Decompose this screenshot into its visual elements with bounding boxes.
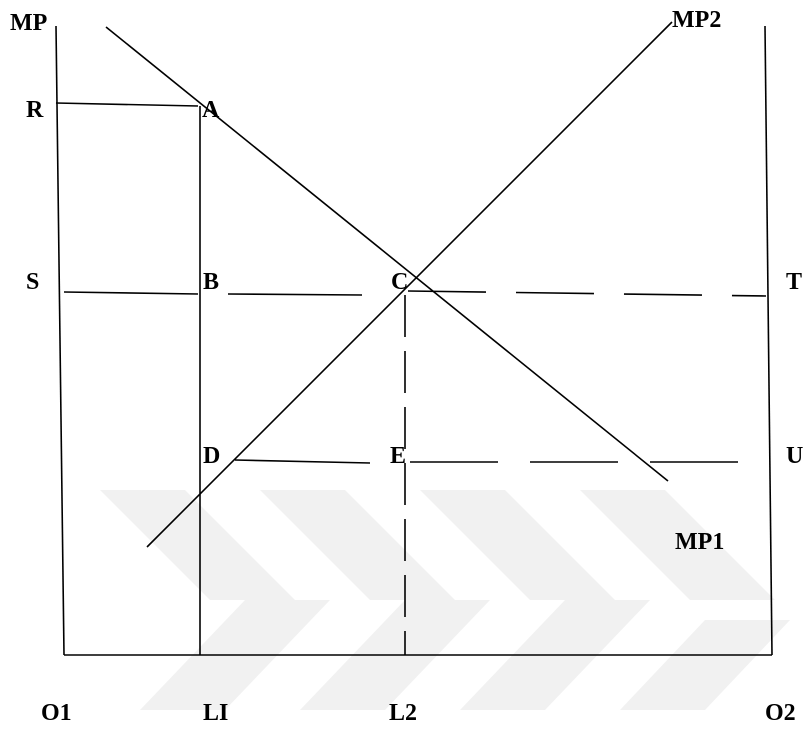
label-r: R (26, 97, 44, 123)
label-mp1: MP1 (675, 529, 724, 555)
left-vertical-axis (55, 25, 65, 656)
watermark-stripe-6 (420, 490, 615, 600)
label-mp: MP (10, 10, 47, 36)
watermark-stripe-4 (260, 490, 455, 600)
watermark-stripe-2 (100, 490, 295, 600)
label-t: T (786, 269, 802, 295)
watermark-stripe-8 (580, 490, 775, 600)
s-to-b-line (63, 291, 199, 295)
label-mp2: MP2 (672, 7, 721, 33)
label-c: C (391, 269, 408, 295)
b-to-c-line (227, 293, 363, 296)
label-u: U (786, 443, 803, 469)
d-to-e-line (234, 459, 371, 464)
c-to-t-line (407, 290, 767, 297)
label-l2: L2 (389, 700, 417, 726)
label-d: D (203, 443, 220, 469)
label-o2: O2 (765, 700, 796, 726)
label-s: S (26, 269, 39, 295)
label-e: E (390, 443, 406, 469)
ra-horizontal-line (55, 102, 199, 107)
mp2-curve (146, 21, 673, 548)
watermark-stripe-7 (620, 620, 790, 710)
right-vertical-axis (764, 25, 773, 656)
label-o1: O1 (41, 700, 72, 726)
watermark (100, 490, 790, 710)
label-a: A (202, 97, 220, 123)
label-b: B (203, 269, 219, 295)
mp1-curve (105, 26, 669, 482)
label-l1: LI (203, 700, 228, 726)
